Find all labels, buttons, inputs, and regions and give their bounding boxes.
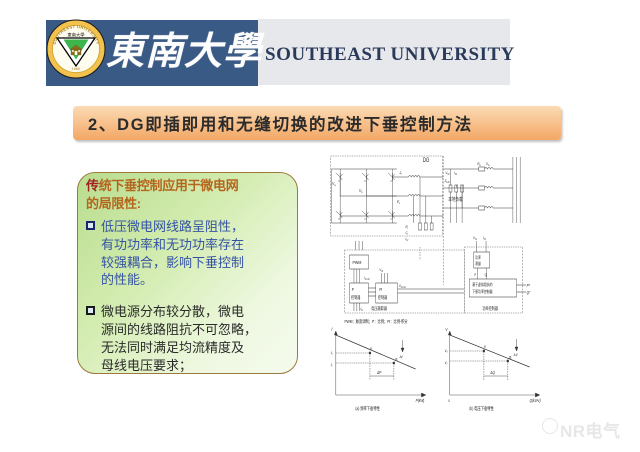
svg-text:IOi: IOi (454, 171, 457, 177)
svg-text:ZLDi: ZLDi (444, 179, 450, 185)
svg-text:测量: 测量 (475, 260, 481, 266)
svg-text:Δf: Δf (399, 355, 403, 360)
svg-text:V₀: V₀ (445, 349, 448, 354)
svg-text:ICi: ICi (360, 307, 363, 313)
svg-text:PWM：脉宽调制；P：比例；PI：比例-积分: PWM：脉宽调制；P：比例；PI：比例-积分 (345, 318, 408, 324)
svg-text:ICi: ICi (405, 237, 408, 243)
svg-text:P*: P* (527, 284, 531, 289)
svg-text:控制器: 控制器 (378, 294, 388, 300)
svg-text:Q: Q (485, 273, 487, 278)
svg-text:A: A (484, 345, 486, 350)
svg-text:VOi-ref: VOi-ref (399, 284, 406, 290)
svg-text:V₁: V₁ (445, 361, 448, 366)
svg-text:P: P (352, 288, 354, 293)
svg-text:电压跟踪器: 电压跟踪器 (371, 305, 387, 311)
svg-text:XLi: XLi (485, 162, 490, 168)
svg-text:控制器: 控制器 (351, 294, 361, 300)
svg-text:東南大學: 東南大學 (67, 32, 85, 39)
svg-text:P(kW): P(kW) (416, 399, 425, 404)
svg-text:DG: DG (423, 157, 430, 164)
svg-text:V: V (445, 328, 447, 333)
svg-text:VOi: VOi (379, 268, 383, 274)
svg-text:(b) 电压下垂特性: (b) 电压下垂特性 (469, 405, 493, 411)
svg-text:f₀: f₀ (331, 351, 333, 356)
svg-text:ΔV: ΔV (513, 353, 518, 358)
svg-text:0: 0 (448, 399, 450, 404)
svg-text:PWM: PWM (353, 259, 362, 265)
svg-text:Vb: Vb (359, 187, 363, 194)
svg-text:Li: Li (400, 169, 403, 176)
svg-text:VOi: VOi (445, 171, 449, 177)
svg-text:Va: Va (332, 180, 336, 187)
svg-text:VOi: VOi (473, 236, 477, 242)
svg-text:IOi: IOi (483, 236, 486, 242)
svg-text:f: f (331, 328, 333, 333)
svg-text:Ci: Ci (405, 231, 408, 237)
svg-text:PI: PI (379, 288, 382, 293)
svg-text:ΔQ: ΔQ (490, 371, 495, 376)
svg-text:f₁: f₁ (331, 363, 333, 368)
svg-text:下垂功率控制器: 下垂功率控制器 (472, 288, 493, 294)
svg-text:(a) 频率下垂特性: (a) 频率下垂特性 (355, 405, 379, 411)
svg-text:RLi: RLi (477, 162, 481, 168)
svg-text:本地负载: 本地负载 (448, 195, 463, 203)
svg-text:功率: 功率 (475, 254, 481, 260)
svg-text:ICi-ref: ICi-ref (364, 276, 370, 282)
svg-text:Vc: Vc (397, 198, 401, 205)
svg-text:P: P (474, 273, 476, 278)
svg-text:基于虚拟阻抗的: 基于虚拟阻抗的 (472, 281, 493, 287)
svg-text:功率控制器: 功率控制器 (482, 305, 498, 311)
svg-text:Ri: Ri (405, 225, 408, 231)
svg-text:Q(kVAr): Q(kVAr) (530, 399, 542, 404)
svg-text:ΔP: ΔP (376, 371, 381, 376)
svg-text:Q*: Q* (527, 291, 531, 296)
